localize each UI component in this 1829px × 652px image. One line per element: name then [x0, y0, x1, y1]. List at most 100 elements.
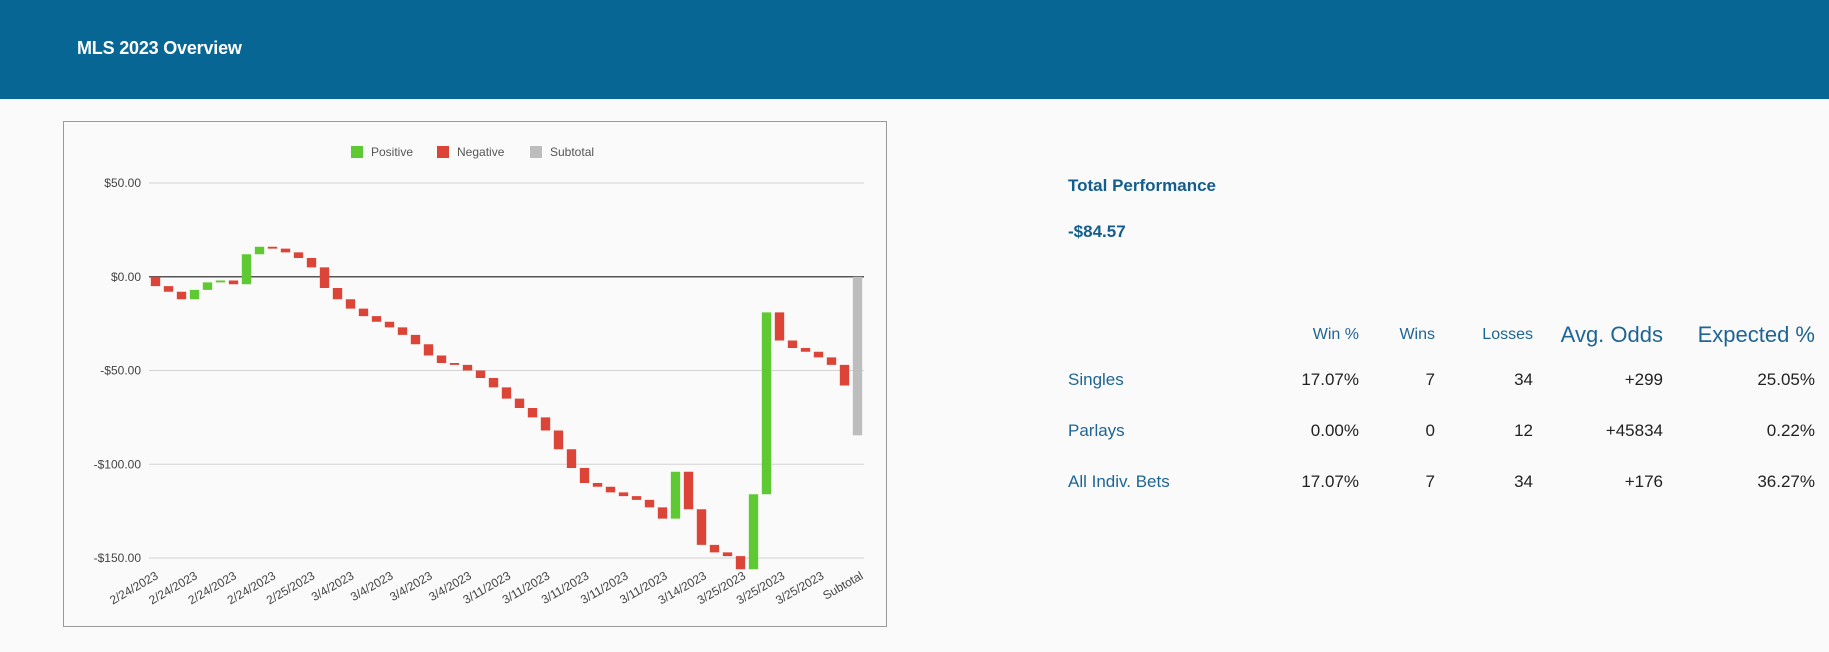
positive-bar — [670, 471, 681, 519]
top-bar: MLS 2023 Overview — [0, 0, 1829, 99]
negative-bar — [722, 552, 733, 557]
negative-bar — [488, 378, 499, 388]
negative-bar — [293, 252, 304, 258]
cell-losses: 12 — [1514, 420, 1533, 440]
negative-bar — [735, 556, 746, 570]
negative-bar — [384, 321, 395, 328]
positive-bar — [241, 254, 252, 285]
positive-bar — [202, 282, 213, 290]
negative-bar — [774, 312, 785, 341]
cell-win-pct: 17.07% — [1301, 369, 1359, 389]
table-row: Singles 17.07% 7 34 +299 25.05% — [1068, 354, 1815, 405]
column-header — [1068, 316, 1268, 354]
column-header-losses: Losses — [1482, 326, 1533, 343]
negative-bar — [423, 344, 434, 356]
x-tick-label: 3/4/2023 — [348, 568, 396, 604]
cell-wins: 7 — [1425, 471, 1435, 491]
stats-table: Win % Wins Losses Avg. Odds Expected % S… — [1068, 316, 1815, 507]
cell-expected-pct: 36.27% — [1757, 471, 1815, 491]
waterfall-chart: Positive Negative Subtotal $50.00 $0.00 -$50.… — [63, 121, 887, 627]
row-label: Parlays — [1068, 420, 1125, 440]
cell-win-pct: 0.00% — [1310, 420, 1359, 440]
positive-bar — [748, 494, 759, 570]
y-tick-label: $50.00 — [104, 176, 141, 190]
negative-bar — [514, 398, 525, 408]
column-header-win-pct: Win % — [1312, 326, 1359, 343]
negative-bar — [449, 363, 460, 365]
table-row: All Indiv. Bets 17.07% 7 34 +176 36.27% — [1068, 456, 1815, 507]
negative-bar — [605, 486, 616, 493]
negative-bar — [592, 483, 603, 487]
positive-bar — [254, 246, 265, 255]
total-performance-value: -$84.57 — [1068, 222, 1126, 241]
negative-bar — [566, 449, 577, 468]
negative-bar — [462, 364, 473, 371]
legend-label: Subtotal — [550, 145, 594, 159]
negative-bar — [410, 334, 421, 345]
x-tick-label: 3/4/2023 — [387, 568, 435, 604]
legend-label: Negative — [457, 145, 505, 159]
positive-bar — [761, 312, 772, 495]
cell-wins: 0 — [1425, 420, 1435, 440]
negative-bar — [839, 364, 850, 386]
row-label: Singles — [1068, 369, 1124, 389]
y-tick-label: -$150.00 — [94, 551, 142, 565]
cell-wins: 7 — [1425, 369, 1435, 389]
negative-bar — [436, 355, 447, 363]
negative-bar — [163, 286, 174, 292]
negative-bar — [579, 468, 590, 483]
negative-bar — [371, 316, 382, 322]
y-tick-label: $0.00 — [111, 270, 141, 284]
legend-swatch — [530, 146, 542, 158]
negative-bar — [475, 370, 486, 378]
x-tick-label: Subtotal — [820, 568, 865, 602]
negative-bar — [358, 308, 369, 317]
negative-bar — [618, 492, 629, 497]
stats-header-row: Win % Wins Losses Avg. Odds Expected % — [1068, 316, 1815, 354]
negative-bar — [527, 408, 538, 418]
negative-bar — [319, 267, 330, 288]
negative-bar — [644, 499, 655, 508]
y-tick-label: -$50.00 — [100, 364, 141, 378]
negative-bar — [228, 280, 239, 285]
negative-bar — [540, 417, 551, 431]
negative-bar — [280, 248, 291, 253]
row-label: All Indiv. Bets — [1068, 471, 1170, 491]
cell-avg-odds: +176 — [1624, 471, 1663, 491]
cell-losses: 34 — [1514, 471, 1533, 491]
cell-expected-pct: 25.05% — [1757, 369, 1815, 389]
positive-bar — [189, 289, 200, 300]
negative-bar — [657, 507, 668, 519]
cell-expected-pct: 0.22% — [1766, 420, 1815, 440]
cell-win-pct: 17.07% — [1301, 471, 1359, 491]
negative-bar — [267, 246, 278, 249]
negative-bar — [332, 288, 343, 300]
negative-bar — [176, 291, 187, 300]
negative-bar — [397, 327, 408, 335]
page-title: MLS 2023 Overview — [77, 38, 242, 58]
negative-bar — [150, 276, 161, 287]
negative-bar — [631, 496, 642, 500]
negative-bar — [800, 348, 811, 352]
cell-avg-odds: +45834 — [1605, 420, 1663, 440]
negative-bar — [787, 340, 798, 348]
y-tick-label: -$100.00 — [94, 457, 142, 471]
cell-losses: 34 — [1514, 369, 1533, 389]
positive-bar — [215, 280, 226, 283]
negative-bar — [306, 258, 317, 268]
legend-swatch — [351, 146, 363, 158]
negative-bar — [696, 509, 707, 545]
column-header-avg-odds: Avg. Odds — [1560, 322, 1663, 347]
subtotal-bar — [852, 276, 863, 436]
total-performance-title: Total Performance — [1068, 176, 1217, 195]
negative-bar — [501, 387, 512, 399]
legend-label: Positive — [371, 145, 413, 159]
negative-bar — [553, 430, 564, 450]
column-header-wins: Wins — [1399, 326, 1435, 343]
negative-bar — [345, 299, 356, 309]
table-row: Parlays 0.00% 0 12 +45834 0.22% — [1068, 405, 1815, 456]
negative-bar — [813, 351, 824, 358]
negative-bar — [826, 357, 837, 365]
cell-avg-odds: +299 — [1624, 369, 1663, 389]
x-tick-label: 3/4/2023 — [309, 568, 357, 604]
